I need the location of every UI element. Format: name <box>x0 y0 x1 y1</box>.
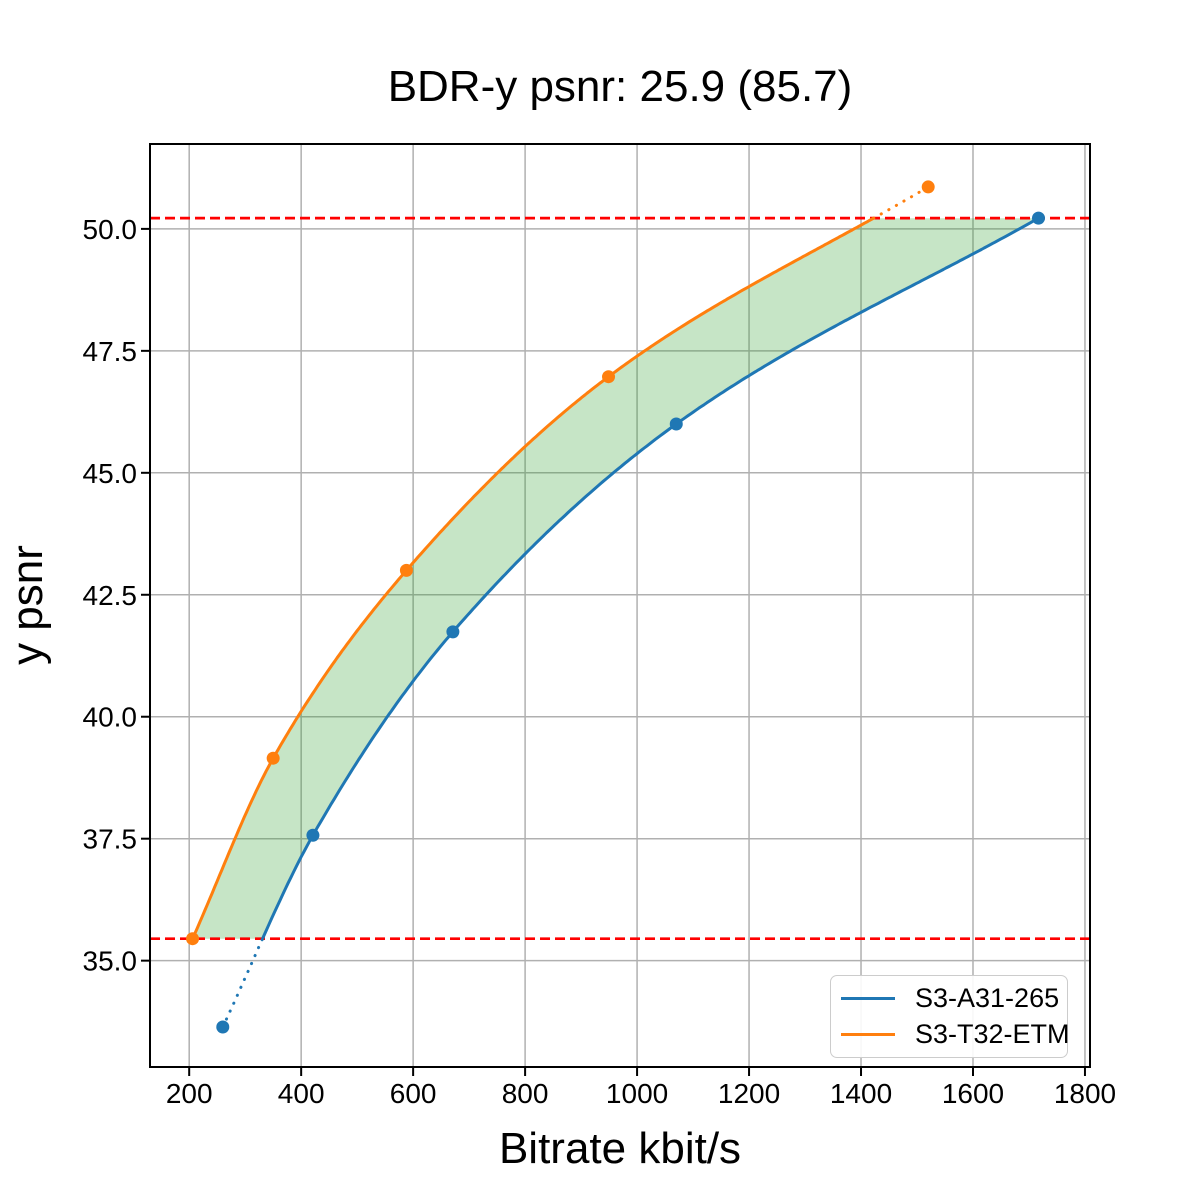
series-line-s3-a31-265 <box>261 216 1040 940</box>
x-axis-label: Bitrate kbit/s <box>498 1124 742 1173</box>
series-extrapolated-dotted-s3-a31-265 <box>221 937 265 1029</box>
series-line-s3-t32-etm <box>191 216 875 940</box>
x-tick-label: 1200 <box>718 1078 780 1109</box>
legend-label-series-1: S3-A31-265 <box>915 983 1060 1014</box>
series-marker-s3-t32-etm <box>602 370 616 384</box>
series-marker-s3-t32-etm <box>186 932 200 946</box>
y-tick-label: 47.5 <box>83 336 138 367</box>
y-tick-label: 40.0 <box>83 702 138 733</box>
x-tick-label: 1600 <box>942 1078 1004 1109</box>
series-marker-s3-t32-etm <box>399 563 413 577</box>
series-marker-s3-a31-265 <box>446 625 460 639</box>
series-marker-s3-a31-265 <box>216 1020 230 1034</box>
bd-fill-area <box>192 218 1039 939</box>
y-tick-label: 35.0 <box>83 946 138 977</box>
legend-label-series-2: S3-T32-ETM <box>915 1018 1070 1049</box>
legend-line-sample-blue <box>841 997 895 1001</box>
x-tick-label: 1400 <box>830 1078 892 1109</box>
legend-line-sample-orange <box>841 1032 895 1036</box>
legend-entry: S3-A31-265 <box>841 983 1060 1014</box>
x-tick-label: 200 <box>166 1078 213 1109</box>
x-tick-label: 1800 <box>1054 1078 1116 1109</box>
series-extrapolated-dotted-s3-t32-etm <box>872 185 930 220</box>
legend-entry: S3-T32-ETM <box>841 1019 1070 1050</box>
y-tick-label: 50.0 <box>83 214 138 245</box>
series-marker-s3-a31-265 <box>669 417 683 431</box>
legend: S3-A31-265 S3-T32-ETM <box>830 975 1070 1058</box>
x-tick-label: 400 <box>278 1078 325 1109</box>
y-tick-label: 45.0 <box>83 458 138 489</box>
plot-border <box>149 143 1091 1068</box>
y-axis-label: y psnr <box>3 545 52 665</box>
series-marker-s3-t32-etm <box>266 751 280 765</box>
x-tick-label: 600 <box>390 1078 437 1109</box>
chart-title: BDR-y psnr: 25.9 (85.7) <box>387 62 853 111</box>
series-marker-s3-a31-265 <box>1031 211 1045 225</box>
x-tick-label: 1000 <box>606 1078 668 1109</box>
series-marker-s3-a31-265 <box>306 828 320 842</box>
x-tick-label: 800 <box>502 1078 549 1109</box>
y-tick-label: 42.5 <box>83 580 138 611</box>
y-tick-label: 37.5 <box>83 824 138 855</box>
series-marker-s3-t32-etm <box>921 180 935 194</box>
